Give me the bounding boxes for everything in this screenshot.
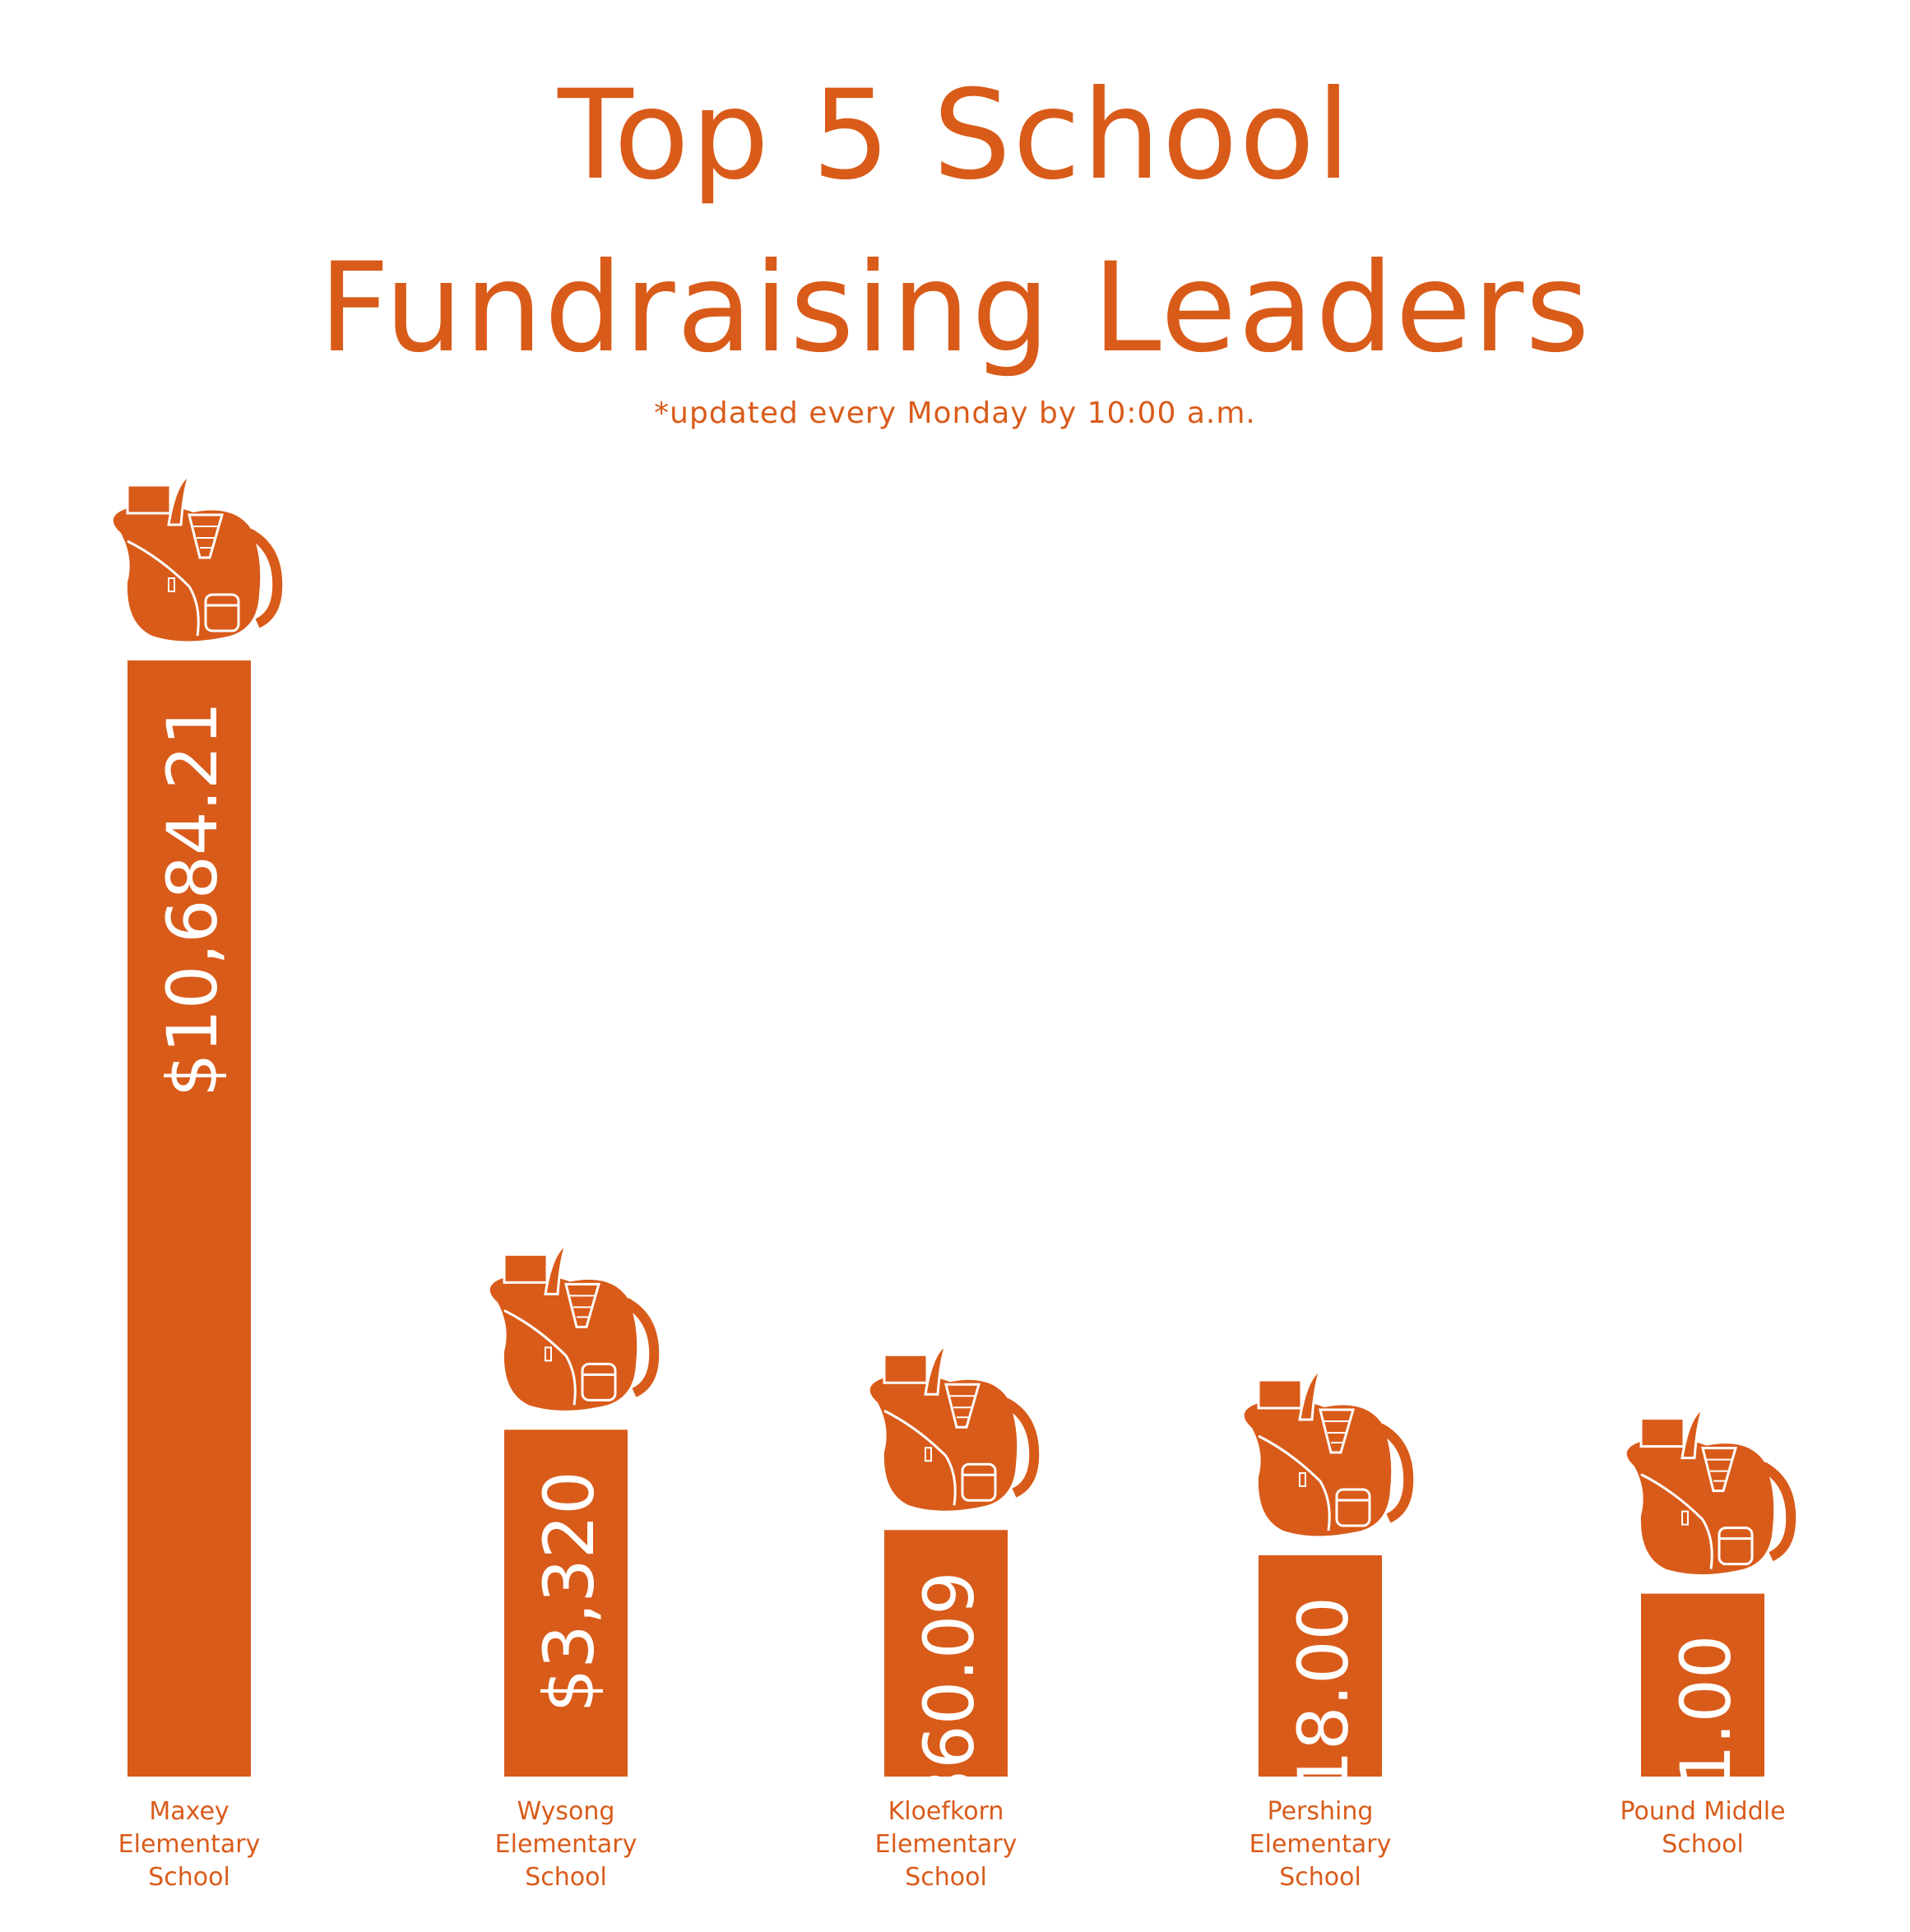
category-label-line: School <box>525 1863 607 1892</box>
category-label-line: Pershing <box>1268 1797 1374 1826</box>
bar-value-label: $3,320 <box>529 1471 610 1712</box>
category-label-line: Elementary <box>495 1830 637 1859</box>
bar-value-label: $2,118.00 <box>1283 1596 1364 1932</box>
bar <box>1641 1593 1764 1777</box>
backpack-icon <box>1245 1370 1409 1536</box>
bar <box>127 660 251 1777</box>
category-label: Kloefkorn Elementary School <box>875 1797 1018 1892</box>
bar <box>884 1530 1008 1777</box>
category-label-line: Wysong <box>517 1797 615 1826</box>
bar-value-label: $2,360.09 <box>909 1571 990 1923</box>
bar <box>504 1429 628 1777</box>
bar-group: $10,684.21 Maxey Elementary School <box>114 475 278 1892</box>
backpack-icon <box>1627 1409 1792 1575</box>
category-label-line: School <box>905 1863 987 1892</box>
category-label-line: School <box>1279 1863 1361 1892</box>
category-label-line: Pound Middle <box>1620 1797 1785 1826</box>
category-label: Maxey Elementary School <box>118 1797 261 1892</box>
category-label-line: Elementary <box>118 1830 261 1859</box>
backpack-icon <box>490 1244 655 1411</box>
bar <box>1259 1554 1382 1777</box>
category-label-line: School <box>1662 1830 1744 1859</box>
backpack-icon <box>870 1345 1035 1511</box>
bars-layer: $10,684.21 Maxey Elementary School $3,320 Wys… <box>114 475 1792 1932</box>
category-label-line: Kloefkorn <box>888 1797 1004 1826</box>
bar-group: $3,320 Wysong Elementary School <box>490 1244 655 1892</box>
category-label-line: School <box>148 1863 230 1892</box>
category-label: Pound Middle School <box>1620 1797 1785 1859</box>
category-label-line: Elementary <box>875 1830 1018 1859</box>
category-label-line: Maxey <box>149 1797 229 1826</box>
chart-title-line-2: Fundraising Leaders <box>318 237 1592 380</box>
chart-subtitle: *updated every Monday by 10:00 a.m. <box>654 396 1256 430</box>
bar-value-label: $1,751.00 <box>1666 1635 1746 1932</box>
category-label-line: Elementary <box>1249 1830 1392 1859</box>
category-label: Pershing Elementary School <box>1249 1797 1392 1892</box>
chart-title-line-1: Top 5 School <box>558 64 1352 207</box>
backpack-icon <box>114 475 278 642</box>
bar-value-label: $10,684.21 <box>152 702 233 1097</box>
category-label: Wysong Elementary School <box>495 1797 637 1892</box>
chart-title: Top 5 School Fundraising Leaders <box>0 49 1910 395</box>
